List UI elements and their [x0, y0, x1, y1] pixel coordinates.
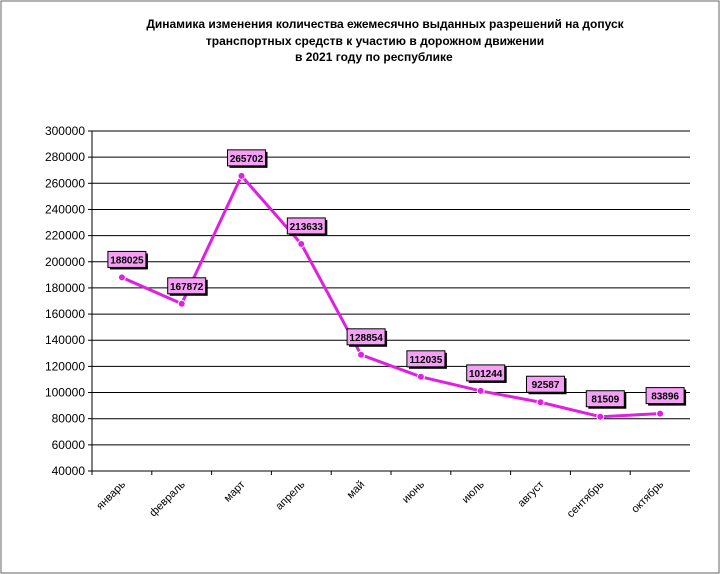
- data-point: [237, 171, 246, 180]
- data-label-box: [466, 364, 506, 382]
- data-label-box: [167, 277, 207, 295]
- chart-title-line-2: транспортных средств к участию в дорожно…: [206, 34, 544, 48]
- data-label-box: [107, 250, 147, 268]
- y-tick-label: 100000: [45, 386, 85, 400]
- data-label-box: [227, 149, 266, 167]
- chart-title-line-3: в 2021 году по республике: [295, 50, 453, 64]
- data-label: 128854: [349, 333, 383, 344]
- data-labels: 188025 167872 265702 213633 128854 112035 1012…: [107, 149, 687, 409]
- y-tick-label: 160000: [45, 307, 85, 321]
- y-tick-label: 120000: [45, 359, 85, 373]
- series-line: [117, 171, 665, 421]
- chart-title: Динамика изменения количества ежемесячно…: [146, 17, 624, 64]
- y-tick-label: 140000: [45, 333, 85, 347]
- data-point: [416, 372, 425, 381]
- y-tick-label: 220000: [45, 229, 85, 243]
- data-label: 83896: [651, 392, 679, 403]
- y-tick-label: 200000: [45, 255, 85, 269]
- data-label: 92587: [532, 380, 560, 391]
- data-point: [177, 299, 186, 308]
- data-point: [117, 273, 126, 282]
- y-tick-label: 280000: [45, 150, 85, 164]
- data-label: 188025: [110, 255, 144, 266]
- data-label-box: [585, 390, 625, 408]
- data-point: [656, 409, 665, 418]
- data-label: 167872: [170, 282, 204, 293]
- y-tick-label: 40000: [52, 464, 86, 478]
- data-label-box: [286, 217, 326, 235]
- data-point: [357, 350, 366, 359]
- y-tick-label: 300000: [45, 124, 85, 138]
- y-tick-label: 60000: [52, 438, 86, 452]
- data-label-box: [406, 350, 446, 368]
- data-point: [536, 398, 545, 407]
- y-tick-label: 180000: [45, 281, 85, 295]
- data-label: 101244: [469, 369, 503, 380]
- data-label: 81509: [591, 395, 619, 406]
- data-point: [596, 412, 605, 421]
- data-label-box: [346, 328, 386, 346]
- data-label: 265702: [230, 154, 264, 165]
- y-axis: 300000 280000 260000 240000 220000 200000 1800…: [45, 124, 93, 478]
- y-tick-label: 240000: [45, 202, 85, 216]
- chart-title-line-1: Динамика изменения количества ежемесячно…: [146, 17, 624, 31]
- data-label-box: [645, 387, 685, 405]
- data-point: [297, 239, 306, 248]
- data-label-box: [526, 375, 565, 393]
- data-point: [476, 386, 485, 395]
- data-label: 213633: [290, 222, 324, 233]
- data-label: 112035: [409, 355, 442, 366]
- series-polyline: [121, 174, 661, 419]
- y-tick-label: 80000: [52, 412, 86, 426]
- y-tick-label: 260000: [45, 176, 85, 190]
